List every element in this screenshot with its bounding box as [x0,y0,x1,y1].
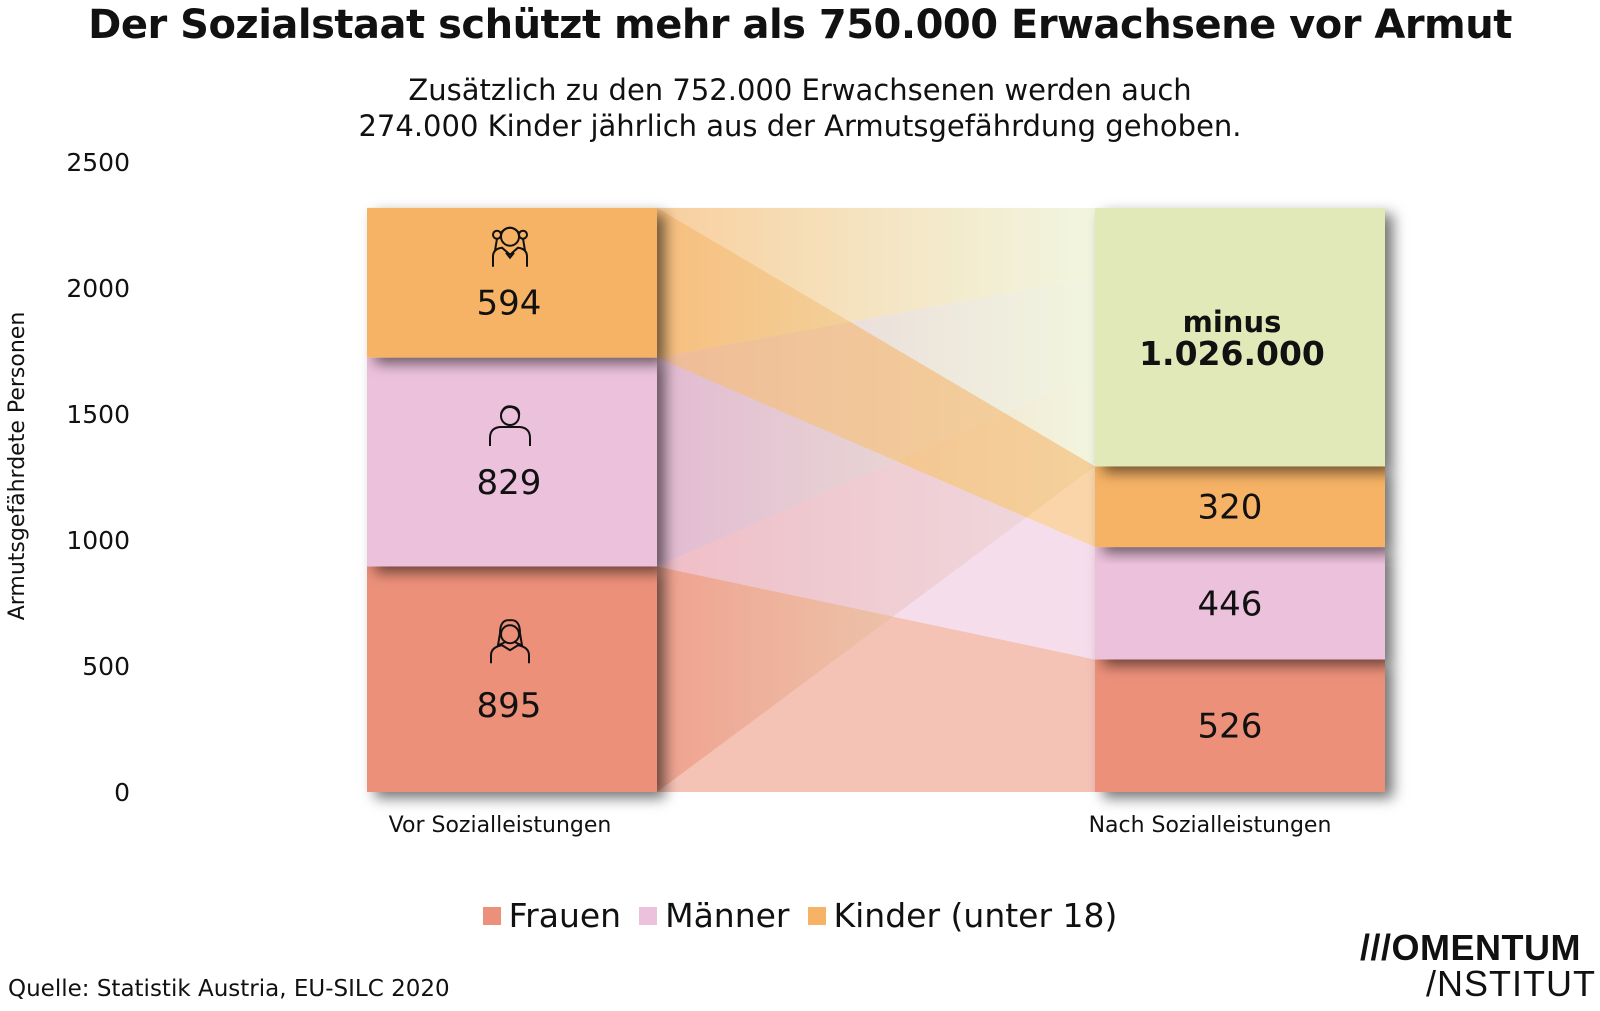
bar-segment [1095,659,1385,792]
data-label: 446 [1198,584,1263,624]
subtitle-line-2: 274.000 Kinder jährlich aus der Armutsge… [358,109,1242,143]
legend-item-frauen: Frauen [482,896,622,935]
legend-item-kinder: Kinder (unter 18) [807,896,1118,935]
data-label: 829 [477,463,542,503]
flow-band-reduced-2 [657,207,1095,358]
bar-segment [367,357,657,567]
legend-swatch-maenner [639,906,658,925]
bar-segment [367,207,657,358]
reduction-label-line-2: 1.026.000 [1139,334,1325,373]
reduction-label-line-1: minus [1183,305,1282,339]
x-category-label: Nach Sozialleistungen [1089,813,1332,838]
person-icons [489,226,531,664]
data-label: 526 [1198,707,1263,747]
legend-label-kinder: Kinder (unter 18) [833,896,1118,935]
y-tick-label: 1500 [66,400,130,429]
y-axis: 0 500 1000 1500 2000 2500 Armutsgefährdete Per… [5,148,1331,838]
source-note: Quelle: Statistik Austria, EU-SILC 2020 [8,976,450,1002]
legend-label-maenner: Männer [665,896,790,935]
legend-swatch-kinder [807,906,826,925]
reduction-block [1095,207,1385,467]
subtitle-line-1: Zusätzlich zu den 752.000 Erwachsenen we… [408,73,1192,107]
chart-subtitle: Zusätzlich zu den 752.000 Erwachsenen we… [0,72,1600,144]
y-tick-label: 2000 [66,274,130,303]
bar-segment [1095,547,1385,660]
legend-item-maenner: Männer [639,896,790,935]
data-label: 320 [1198,488,1263,528]
legend-label-frauen: Frauen [508,896,622,935]
momentum-institut-logo: ///OMENTUM /NSTITUT [1360,930,1596,1002]
logo-line-2: /NSTITUT [1426,963,1596,1004]
legend-swatch-frauen [482,906,501,925]
data-label: 594 [477,284,542,324]
y-tick-label: 0 [114,778,130,807]
stacked-bars [367,207,1385,792]
y-tick-label: 2500 [66,148,130,177]
x-category-label: Vor Sozialleistungen [389,813,612,838]
chart-title: Der Sozialstaat schützt mehr als 750.000… [88,2,1512,48]
child-girl-icon [492,226,528,267]
woman-icon [490,619,530,664]
data-label: 895 [477,686,542,726]
y-axis-title: Armutsgefährdete Personen [5,312,30,621]
legend: Frauen Männer Kinder (unter 18) [0,896,1600,935]
flow-bands [657,207,1095,792]
logo-line-1: ///OMENTUM [1360,927,1581,968]
y-tick-label: 1000 [66,526,130,555]
man-icon [489,405,531,447]
y-tick-label: 500 [82,652,130,681]
bar-segment [367,566,657,792]
bar-segment [1095,466,1385,548]
